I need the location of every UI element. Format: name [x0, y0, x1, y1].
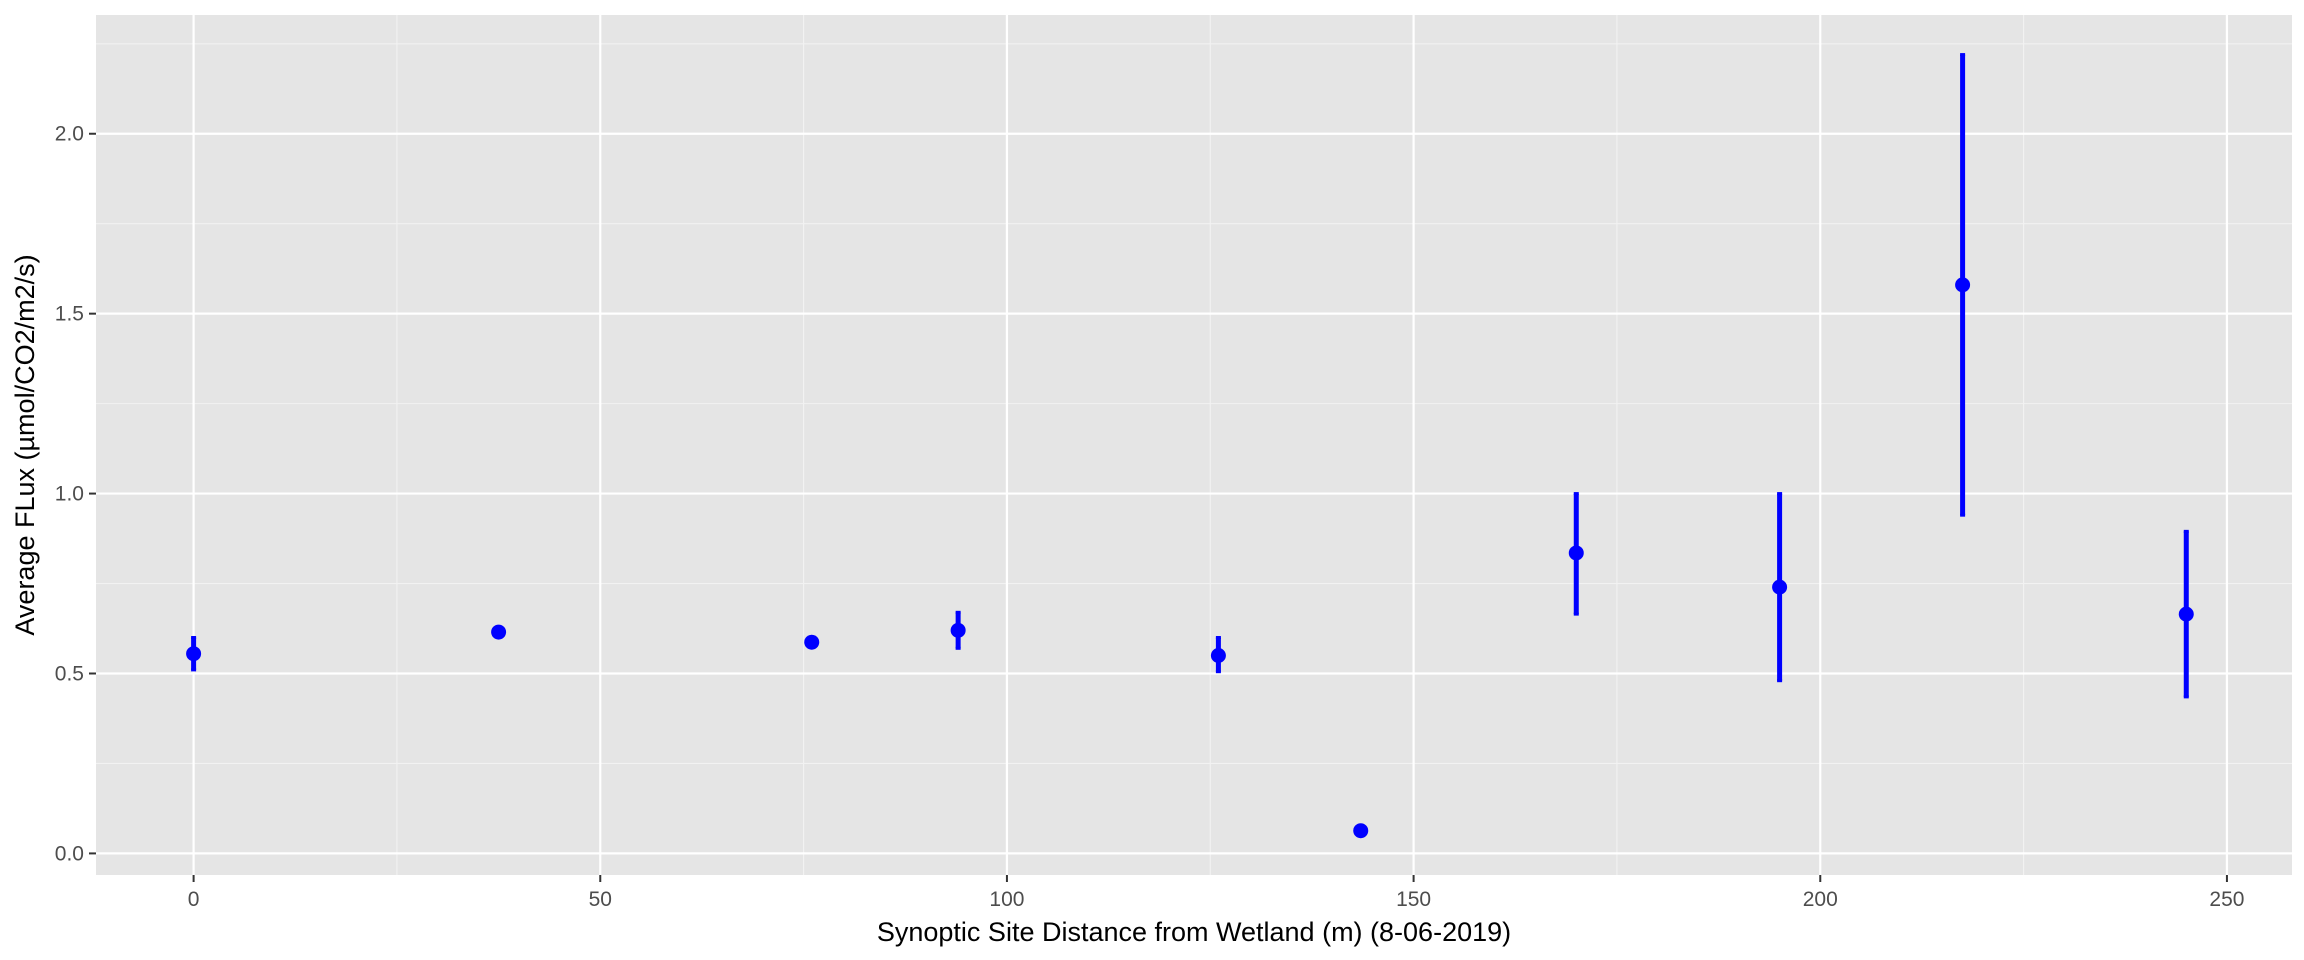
x-tick-label: 150	[1396, 888, 1431, 911]
x-tick-label: 100	[989, 888, 1024, 911]
y-tick-label: 0.0	[55, 842, 84, 865]
y-tick-label: 1.0	[55, 483, 84, 506]
data-points	[186, 277, 2194, 839]
data-point	[1772, 579, 1788, 595]
data-point	[1210, 648, 1226, 664]
y-axis-title: Average FLux (µmol/CO2/m2/s)	[10, 254, 40, 635]
y-tick-label: 1.5	[55, 303, 84, 326]
x-tick-label: 250	[2209, 888, 2244, 911]
data-point	[1353, 823, 1369, 839]
data-point	[2178, 606, 2194, 622]
plot-panel	[96, 15, 2292, 875]
x-axis-title: Synoptic Site Distance from Wetland (m) …	[877, 917, 1511, 947]
data-point	[804, 634, 820, 650]
data-point	[186, 646, 202, 662]
y-tick-label: 0.5	[55, 662, 84, 685]
x-axis: 0 50 100 150 200 250	[188, 875, 2244, 911]
data-point	[1955, 277, 1971, 293]
data-point	[950, 622, 966, 638]
data-point	[491, 624, 507, 640]
x-tick-label: 200	[1803, 888, 1838, 911]
data-point	[1568, 545, 1584, 561]
grid-lines	[96, 15, 2292, 875]
x-tick-label: 50	[589, 888, 612, 911]
x-tick-label: 0	[188, 888, 200, 911]
y-axis: 0.0 0.5 1.0 1.5 2.0	[55, 123, 96, 865]
y-tick-label: 2.0	[55, 123, 84, 146]
